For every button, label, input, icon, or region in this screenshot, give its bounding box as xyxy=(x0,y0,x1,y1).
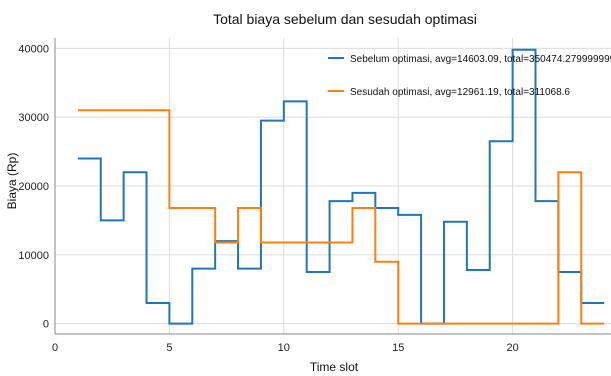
y-tick-label: 10000 xyxy=(18,250,49,262)
y-tick-label: 30000 xyxy=(18,112,49,124)
legend-label-sesudah: Sesudah optimasi, avg=12961.19, total=31… xyxy=(350,87,570,98)
series-line-sesudah xyxy=(77,109,605,325)
legend-label-sebelum: Sebelum optimasi, avg=14603.09, total=35… xyxy=(350,54,611,65)
x-tick-label: 20 xyxy=(506,342,518,354)
legend: Sebelum optimasi, avg=14603.09, total=35… xyxy=(328,54,611,98)
chart-title: Total biaya sebelum dan sesudah optimasi xyxy=(213,11,477,27)
series-line-sebelum xyxy=(77,48,605,325)
y-tick-label: 20000 xyxy=(18,181,49,193)
x-axis-label: Time slot xyxy=(310,360,359,374)
x-tick-label: 0 xyxy=(52,342,58,354)
y-axis-label: Biaya (Rp) xyxy=(5,153,19,210)
x-tick-label: 15 xyxy=(392,342,404,354)
y-tick-label: 40000 xyxy=(18,43,49,55)
series-group xyxy=(77,48,605,325)
axes: 0 5 10 15 20 0 10000 20000 30000 40000 xyxy=(18,38,611,354)
x-tick-label: 5 xyxy=(166,342,172,354)
x-tick-label: 10 xyxy=(278,342,290,354)
y-tick-label: 0 xyxy=(43,319,49,331)
